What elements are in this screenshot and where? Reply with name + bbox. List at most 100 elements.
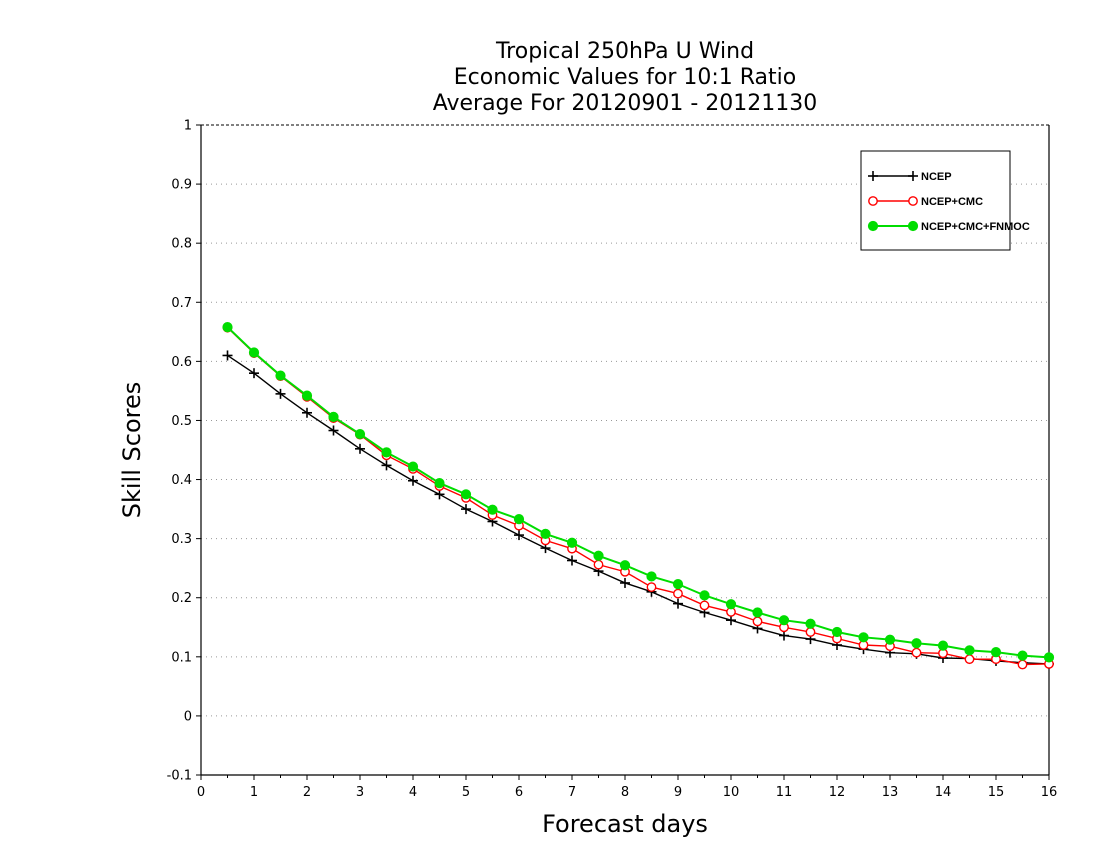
data-point	[753, 608, 762, 617]
data-point	[1018, 651, 1027, 660]
data-point	[302, 408, 312, 418]
data-point	[541, 529, 550, 538]
title-line-3: Average For 20120901 - 20121130	[433, 91, 818, 116]
data-point	[1044, 653, 1053, 662]
series-line	[228, 355, 1050, 663]
data-point	[620, 578, 630, 588]
x-tick-label: 7	[568, 785, 576, 800]
y-tick-label: 0.8	[171, 237, 192, 252]
x-tick-label: 6	[515, 785, 523, 800]
legend: NCEP NCEP+CMC NCEP+CMC+FNMOC	[861, 151, 1030, 250]
y-tick-label: 0.9	[171, 178, 192, 193]
data-point	[753, 617, 761, 625]
data-point	[806, 628, 814, 636]
data-point	[488, 505, 497, 514]
data-point	[594, 560, 602, 568]
data-point	[567, 556, 577, 566]
y-tick-label: 0.5	[171, 414, 192, 429]
data-point	[965, 646, 974, 655]
x-tick-label: 10	[723, 785, 740, 800]
data-point	[594, 551, 603, 560]
legend-marker	[908, 221, 917, 230]
title-line-1: Tropical 250hPa U Wind	[495, 39, 754, 64]
data-point	[832, 627, 841, 636]
series-0	[223, 350, 1055, 668]
legend-label: NCEP	[921, 171, 952, 183]
data-point	[726, 600, 735, 609]
chart-title: Tropical 250hPa U Wind Economic Values f…	[433, 39, 818, 116]
x-tick-label: 1	[250, 785, 258, 800]
data-point	[408, 462, 417, 471]
x-tick-label: 5	[462, 785, 470, 800]
data-point	[382, 460, 392, 470]
y-tick-label: 0.4	[171, 473, 192, 488]
y-tick-label: 0.1	[171, 650, 192, 665]
legend-marker	[869, 197, 877, 205]
data-point	[567, 538, 576, 547]
data-point	[408, 476, 418, 486]
data-point	[514, 530, 524, 540]
x-tick-label: 11	[776, 785, 793, 800]
data-point	[938, 641, 947, 650]
data-point	[223, 322, 232, 331]
data-point	[514, 515, 523, 524]
data-point	[329, 426, 339, 436]
x-tick-label: 2	[303, 785, 311, 800]
x-tick-label: 13	[882, 785, 899, 800]
x-tick-label: 0	[197, 785, 205, 800]
data-point	[302, 391, 311, 400]
data-point	[700, 601, 708, 609]
data-point	[329, 412, 338, 421]
data-point	[1018, 660, 1026, 668]
legend-label: NCEP+CMC	[921, 196, 983, 208]
title-line-2: Economic Values for 10:1 Ratio	[454, 65, 796, 90]
grid-lines	[201, 184, 1049, 716]
legend-marker	[868, 221, 877, 230]
x-tick-label: 4	[409, 785, 417, 800]
data-point	[885, 635, 894, 644]
data-point	[647, 572, 656, 581]
x-tick-label: 16	[1041, 785, 1058, 800]
data-point	[912, 639, 921, 648]
data-point	[620, 561, 629, 570]
x-tick-label: 9	[674, 785, 682, 800]
series-line	[228, 328, 1050, 665]
y-tick-label: 0	[184, 709, 192, 724]
x-tick-label: 8	[621, 785, 629, 800]
x-tick-label: 12	[829, 785, 846, 800]
x-tick-label: 3	[356, 785, 364, 800]
data-point	[991, 647, 1000, 656]
data-point	[461, 504, 471, 514]
data-point	[647, 583, 655, 591]
series-line	[228, 327, 1050, 657]
y-tick-label: 0.2	[171, 591, 192, 606]
y-tick-label: 0.7	[171, 296, 192, 311]
x-tick-label: 14	[935, 785, 952, 800]
data-point	[965, 655, 973, 663]
y-tick-label: 1	[184, 119, 192, 134]
data-point	[700, 591, 709, 600]
data-point	[435, 478, 444, 487]
series-2	[223, 322, 1054, 662]
y-tick-label: -0.1	[167, 769, 192, 784]
data-point	[912, 648, 920, 656]
data-point	[223, 350, 233, 360]
y-tick-label: 0.6	[171, 355, 192, 370]
x-tick-label: 15	[988, 785, 1005, 800]
data-point	[276, 371, 285, 380]
series-layer	[223, 322, 1055, 668]
data-point	[673, 599, 683, 609]
y-axis-label: Skill Scores	[118, 382, 146, 519]
data-point	[779, 616, 788, 625]
x-axis-label: Forecast days	[542, 810, 708, 838]
data-point	[806, 619, 815, 628]
data-point	[382, 448, 391, 457]
legend-label: NCEP+CMC+FNMOC	[921, 221, 1030, 233]
data-point	[249, 348, 258, 357]
data-point	[673, 580, 682, 589]
data-point	[355, 429, 364, 438]
data-point	[355, 444, 365, 454]
data-point	[859, 633, 868, 642]
